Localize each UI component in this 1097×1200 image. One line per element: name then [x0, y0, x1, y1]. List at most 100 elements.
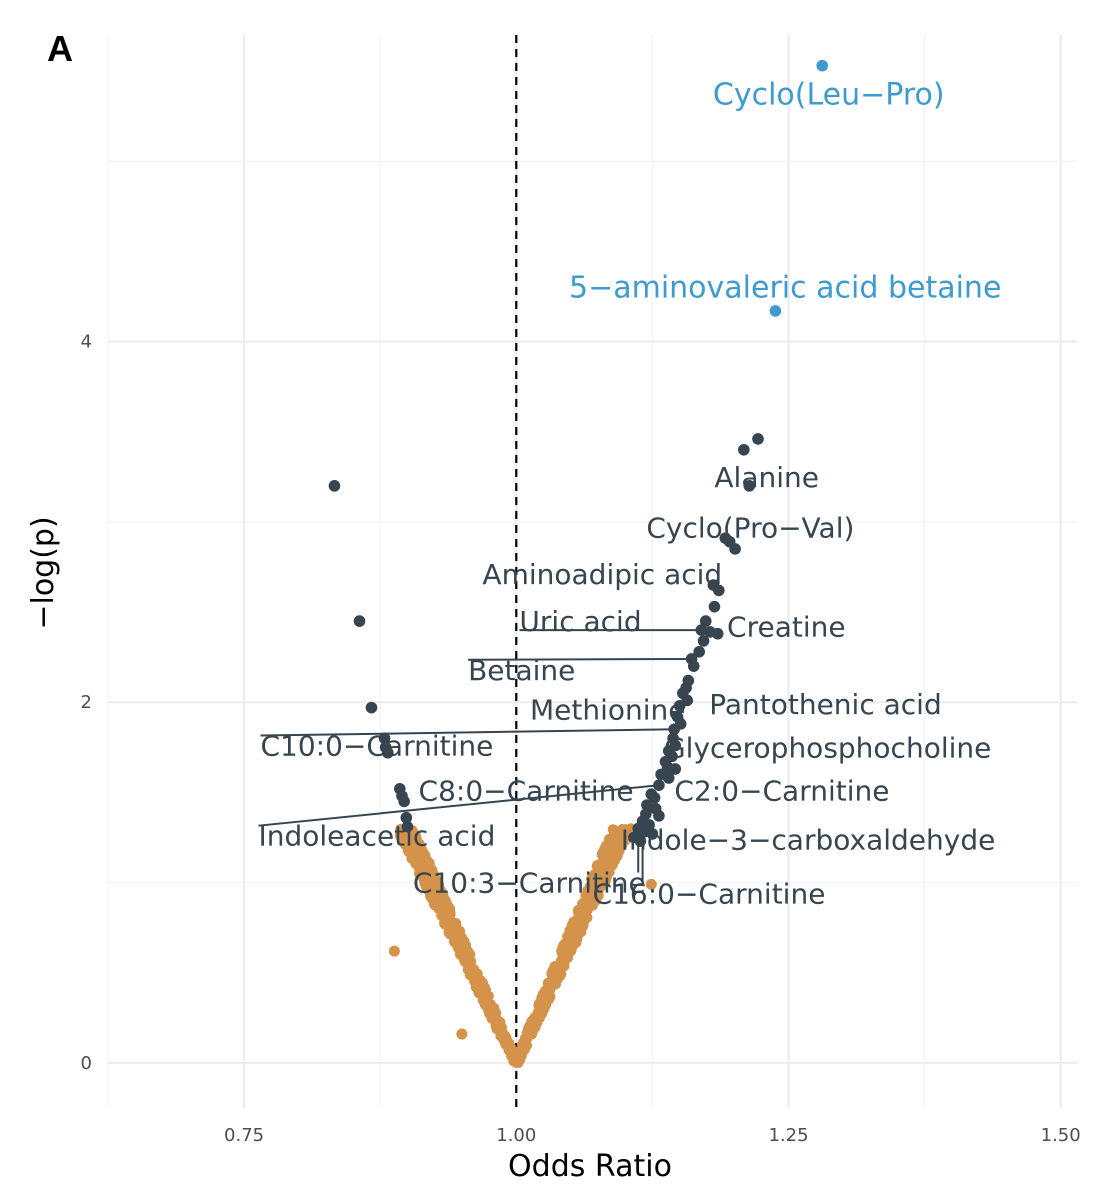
- point-not-significant: [620, 824, 631, 835]
- point-nominal: [646, 828, 659, 840]
- point-nominal: [378, 732, 391, 745]
- point-nominal: [653, 810, 665, 822]
- point-nominal: [711, 627, 724, 640]
- point-not-significant: [571, 931, 583, 942]
- point-nominal: [328, 480, 341, 492]
- point-nominal: [752, 433, 764, 445]
- point-nominal: [365, 701, 378, 714]
- point-nominal: [687, 660, 700, 672]
- point-not-significant: [519, 1032, 531, 1044]
- point-label: C10:3−Carnitine: [413, 867, 646, 900]
- leader-line: [258, 784, 660, 827]
- y-axis-title: −log(p): [26, 516, 61, 629]
- point-nominal: [668, 723, 680, 736]
- label-leader-lines: [258, 629, 702, 884]
- point-not-significant: [456, 1028, 468, 1040]
- point-nominal: [382, 746, 394, 759]
- point-not-significant: [547, 965, 559, 976]
- point-not-significant: [589, 895, 600, 906]
- data-points: [328, 59, 829, 847]
- point-not-significant: [581, 895, 593, 907]
- panel-label: A: [47, 28, 73, 69]
- point-nominal: [648, 792, 661, 804]
- point-not-significant: [565, 944, 576, 955]
- point-nominal: [708, 600, 721, 613]
- point-label: Betaine: [468, 654, 575, 687]
- point-not-significant: [588, 870, 600, 881]
- point-label: Uric acid: [519, 605, 641, 638]
- point-not-significant: [608, 856, 619, 867]
- point-nominal: [653, 779, 665, 791]
- point-not-significant: [506, 1043, 517, 1055]
- point-label: 5−aminovaleric acid betaine: [569, 270, 1001, 305]
- x-tick-label: 0.75: [224, 1125, 264, 1146]
- point-label: Cyclo(Leu−Pro): [713, 78, 945, 113]
- point-not-significant: [471, 973, 483, 985]
- point-nominal: [699, 615, 712, 627]
- point-not-significant: [573, 907, 584, 919]
- point-nominal: [641, 799, 653, 811]
- point-label: Indole−3−carboxaldehyde: [621, 823, 996, 856]
- leader-line: [468, 657, 692, 661]
- point-not-significant: [591, 887, 603, 898]
- point-not-significant: [388, 945, 400, 957]
- point-nominal: [353, 615, 366, 627]
- x-axis-title: Odds Ratio: [508, 1149, 672, 1184]
- point-nominal: [669, 763, 682, 775]
- x-tick-label: 1.00: [496, 1125, 536, 1146]
- point-significant: [816, 59, 829, 72]
- point-label: Creatine: [727, 611, 846, 644]
- x-tick-label: 1.25: [768, 1125, 808, 1146]
- point-nominal: [693, 645, 705, 658]
- point-nominal: [738, 443, 750, 456]
- point-label: C10:0−Carnitine: [260, 730, 493, 763]
- point-label: Aminoadipic acid: [482, 558, 722, 591]
- leader-line: [260, 728, 676, 737]
- point-label: Indoleacetic acid: [258, 820, 495, 853]
- point-not-significant: [411, 855, 422, 867]
- y-tick-label: 4: [81, 332, 92, 353]
- y-tick-label: 2: [81, 692, 92, 713]
- point-not-significant: [597, 849, 608, 860]
- point-nominal: [673, 700, 686, 712]
- point-not-significant: [417, 872, 428, 883]
- point-not-significant: [444, 913, 455, 924]
- point-significant: [769, 305, 782, 317]
- non-significant-points: [388, 823, 657, 1069]
- point-label: Cyclo(Pro−Val): [646, 511, 854, 544]
- x-tick-label: 1.50: [1041, 1125, 1081, 1146]
- point-labels: Cyclo(Leu−Pro) 5−aminovaleric acid betain…: [258, 78, 1001, 911]
- point-not-significant: [583, 887, 594, 898]
- point-label: Methionine: [530, 693, 686, 726]
- point-not-significant: [582, 912, 593, 923]
- point-not-significant: [599, 868, 610, 879]
- point-not-significant: [459, 955, 470, 967]
- point-label: Alanine: [714, 461, 819, 494]
- point-nominal: [695, 624, 708, 636]
- y-axis-ticks: 0 2 4: [81, 332, 92, 1074]
- point-nominal: [662, 772, 675, 784]
- point-nominal: [401, 820, 414, 833]
- point-nominal: [637, 826, 650, 838]
- point-not-significant: [547, 980, 559, 991]
- point-not-significant: [431, 882, 443, 893]
- point-nominal: [400, 811, 413, 824]
- x-axis-ticks: 0.75 1.00 1.25 1.50: [224, 1125, 1081, 1146]
- point-nominal: [697, 635, 710, 647]
- point-nominal: [634, 835, 647, 847]
- point-not-significant: [444, 929, 456, 940]
- point-not-significant: [511, 1057, 523, 1068]
- point-not-significant: [645, 878, 657, 890]
- point-nominal: [712, 584, 725, 597]
- point-label: Glycerophosphocholine: [664, 731, 991, 764]
- y-tick-label: 0: [81, 1053, 92, 1074]
- point-not-significant: [454, 938, 465, 949]
- point-label: C16:0−Carnitine: [593, 877, 826, 910]
- point-nominal: [729, 543, 741, 555]
- point-nominal: [743, 480, 756, 492]
- point-not-significant: [481, 997, 493, 1008]
- point-label: C8:0−Carnitine: [419, 775, 634, 808]
- point-not-significant: [453, 928, 464, 940]
